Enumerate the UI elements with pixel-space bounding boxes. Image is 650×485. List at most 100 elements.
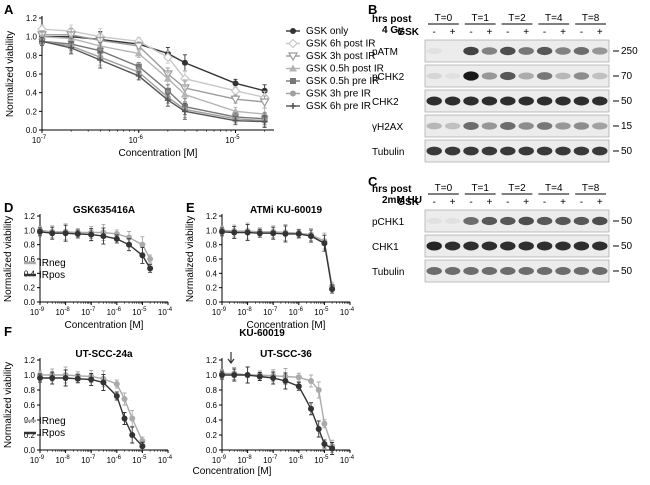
y-tick-label: 1.0 <box>26 33 38 42</box>
data-point <box>121 396 128 402</box>
gsk-sign: - <box>543 27 546 38</box>
gsk-sign: - <box>433 197 436 208</box>
gsk-sign: + <box>523 197 529 208</box>
x-tick-exponent: -4 <box>349 455 355 461</box>
blot-band <box>463 146 479 156</box>
timepoint-label: T=0 <box>435 13 453 24</box>
gsk-sign: - <box>506 27 509 38</box>
x-tick-exponent: -6 <box>116 455 122 461</box>
data-point <box>181 108 188 115</box>
x-tick-label: 10-9 <box>212 455 227 465</box>
x-tick-exponent: -5 <box>234 135 240 141</box>
x-tick-label: 10-6 <box>107 307 122 317</box>
panel-f-heading: KU-60019 <box>239 328 285 339</box>
blot-band <box>444 72 461 80</box>
x-tick-label: 10-9 <box>212 307 227 317</box>
data-point <box>308 378 315 384</box>
data-point <box>88 231 95 238</box>
blot-row-label: CHK2 <box>372 97 399 108</box>
data-point <box>270 375 277 381</box>
blot-band <box>481 267 498 275</box>
data-point <box>68 44 75 51</box>
data-point <box>163 74 172 82</box>
data-point <box>88 376 95 383</box>
blot-band <box>444 241 461 251</box>
series-line-irpos <box>39 231 151 269</box>
data-point <box>232 80 239 87</box>
blot-band <box>500 267 516 275</box>
y-tick-label: 1.2 <box>206 356 218 365</box>
blot-band <box>518 96 534 106</box>
timepoint-label: T=8 <box>582 13 600 24</box>
timepoint-label: T=0 <box>435 183 453 194</box>
data-point <box>39 38 45 45</box>
data-point <box>232 117 239 124</box>
x-tick-label: 10-7 <box>81 455 96 465</box>
series-line-gsk-3h-post-ir <box>42 34 265 103</box>
x-tick-label: 10-6 <box>289 455 304 465</box>
x-tick-base: 10 <box>55 456 64 465</box>
blot-band <box>592 122 608 130</box>
series-line-gsk-3h-pre-ir <box>41 40 265 122</box>
blot-band <box>444 217 461 225</box>
blot-band <box>555 216 571 226</box>
chart-panel-d: 0.00.20.40.60.81.01.210-910-810-710-610-… <box>3 205 173 331</box>
gsk-sign: - <box>469 27 472 38</box>
blot-band <box>444 146 461 156</box>
x-tick-exponent: -4 <box>167 307 173 313</box>
blot-strip <box>424 39 610 63</box>
x-tick-label: 10-5 <box>132 307 147 317</box>
panel-label-d: D <box>4 200 13 215</box>
x-tick-exponent: -9 <box>39 307 45 313</box>
gsk-sign: - <box>469 197 472 208</box>
y-tick-label: 0.8 <box>24 386 36 395</box>
blot-row-label: Tubulin <box>372 147 404 158</box>
blot-band <box>426 47 442 55</box>
gsk-sign: - <box>506 197 509 208</box>
gsk-sign: - <box>543 197 546 208</box>
data-point <box>62 375 69 381</box>
blot-row-label: CHK1 <box>372 242 399 253</box>
x-tick-base: 10 <box>212 308 221 317</box>
x-tick-exponent: -6 <box>138 135 144 141</box>
y-tick-label: 1.2 <box>206 212 218 221</box>
blot-band <box>426 267 442 275</box>
panel-label-a: A <box>4 2 14 17</box>
x-tick-base: 10 <box>32 136 41 145</box>
timepoint-label: T=8 <box>582 183 600 194</box>
data-point <box>321 441 328 447</box>
panel-label-c: C <box>368 174 378 189</box>
x-tick-base: 10 <box>81 456 90 465</box>
x-tick-label: 10-4 <box>158 455 173 465</box>
x-tick-label: 10-8 <box>237 307 252 317</box>
timepoint-label: T=4 <box>545 13 563 24</box>
y-tick-label: 0.4 <box>206 416 218 425</box>
x-tick-base: 10 <box>314 308 323 317</box>
blot-band <box>463 217 479 225</box>
blot-band <box>426 241 442 251</box>
y-tick-label: 0.6 <box>206 255 218 264</box>
x-tick-exponent: -7 <box>272 307 278 313</box>
blot-band <box>518 267 534 275</box>
data-point <box>113 381 120 387</box>
blot-band <box>444 96 461 106</box>
y-tick-label: 0.0 <box>24 298 36 307</box>
data-point <box>219 372 225 378</box>
series-line-irpos <box>221 231 333 290</box>
data-point <box>261 87 268 94</box>
blot-header-line2: 2mM HU <box>382 195 422 206</box>
blot-header-line2: 4 Gy <box>382 25 404 36</box>
data-point <box>315 387 322 393</box>
gsk-sign: + <box>523 27 529 38</box>
data-point <box>295 230 302 237</box>
data-point <box>129 415 136 422</box>
y-tick-label: 0.2 <box>24 431 36 440</box>
x-tick-exponent: -8 <box>64 307 70 313</box>
gsk-sign: + <box>450 27 456 38</box>
x-tick-exponent: -5 <box>141 455 147 461</box>
blot-row-label: Tubulin <box>372 267 404 278</box>
data-point <box>139 252 146 259</box>
x-tick-exponent: -7 <box>272 455 278 461</box>
data-point <box>181 59 188 66</box>
